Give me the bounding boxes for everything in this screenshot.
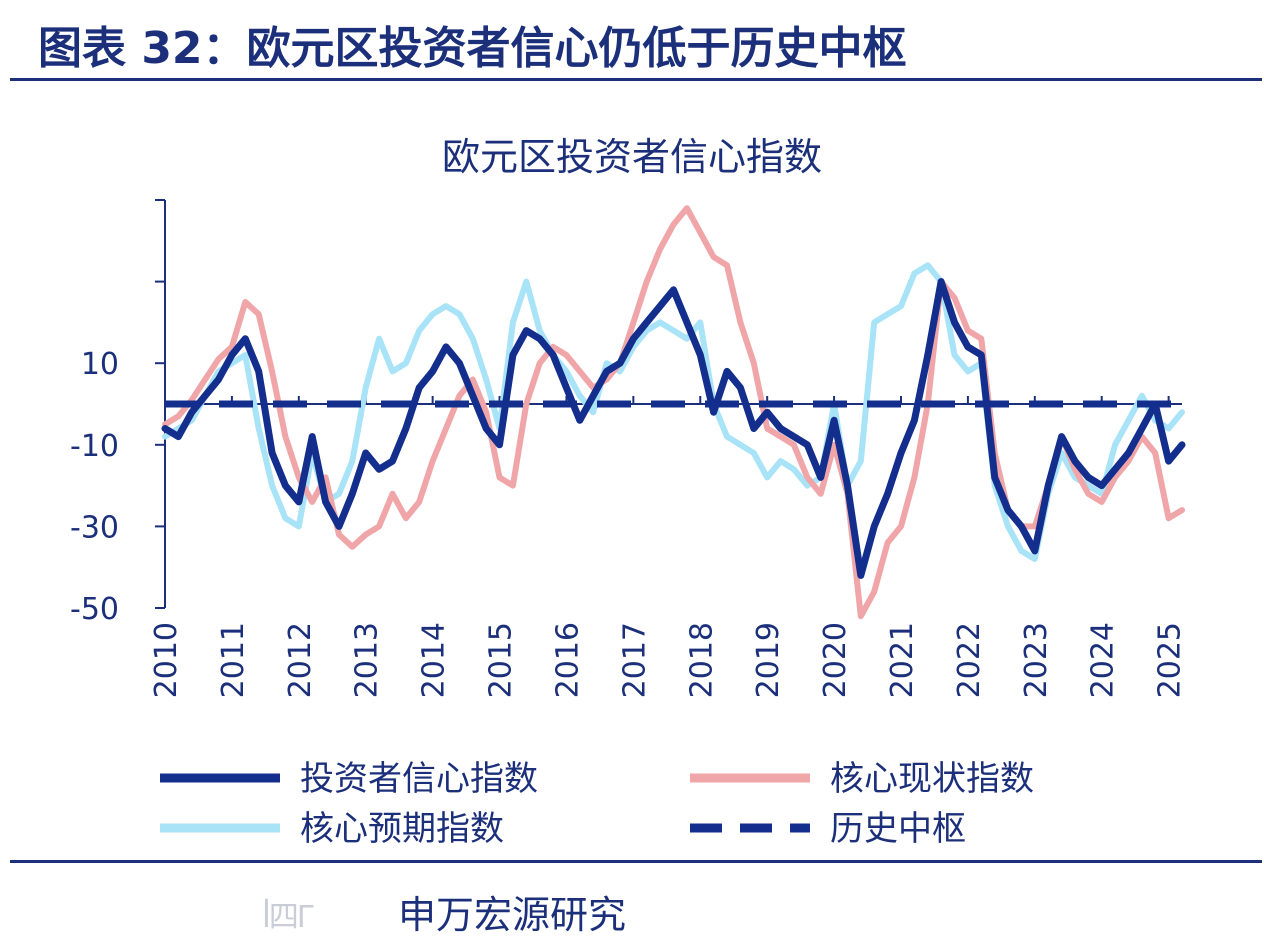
- x-tick-label: 2012: [283, 622, 318, 698]
- series-line-3: [162, 262, 1185, 562]
- x-tick-label: 2021: [885, 622, 920, 698]
- legend-label: 核心预期指数: [300, 809, 504, 849]
- x-tick-label: 2010: [149, 622, 184, 698]
- legend-label: 历史中枢: [830, 809, 966, 849]
- x-tick-label: 2011: [216, 622, 251, 698]
- line-chart: 10 -10 -30 -50 2010 2011 2012 2013 2014 2015 2016 2…: [70, 199, 1188, 849]
- y-tick-label: -50: [70, 592, 119, 627]
- x-tick-label: 2015: [484, 622, 519, 698]
- x-tick-label: 2025: [1153, 622, 1188, 698]
- y-tick-label: -30: [70, 510, 119, 545]
- x-tick-label: 2017: [617, 622, 652, 698]
- x-tick-label: 2016: [550, 622, 585, 698]
- x-tick-label: 2023: [1019, 622, 1054, 698]
- x-tick-label: 2019: [751, 622, 786, 698]
- title-rule: [10, 78, 1262, 81]
- chart-series: [161, 205, 1186, 620]
- figure-title: 图表 32：欧元区投资者信心仍低于历史中枢: [38, 23, 907, 74]
- x-tick-label: 2014: [417, 622, 452, 698]
- x-tick-label: 2020: [818, 622, 853, 698]
- x-tick-label: 2018: [684, 622, 719, 698]
- x-tick-label: 2024: [1086, 622, 1121, 698]
- chart-axes: 10 -10 -30 -50 2010 2011 2012 2013 2014 2015 2016 2…: [70, 199, 1188, 698]
- x-tick-label: 2022: [952, 622, 987, 698]
- source-logo: ꟾ四Г: [262, 900, 315, 935]
- source-text: 申万宏源研究: [398, 893, 627, 937]
- legend-label: 投资者信心指数: [300, 759, 538, 799]
- chart-title: 欧元区投资者信心指数: [441, 135, 822, 179]
- series-line-1: [161, 278, 1186, 579]
- footer-rule: [10, 860, 1262, 863]
- y-tick-label: 10: [81, 347, 119, 382]
- legend-label: 核心现状指数: [830, 759, 1034, 799]
- y-tick-label: -10: [70, 429, 119, 464]
- x-tick-label: 2013: [350, 622, 385, 698]
